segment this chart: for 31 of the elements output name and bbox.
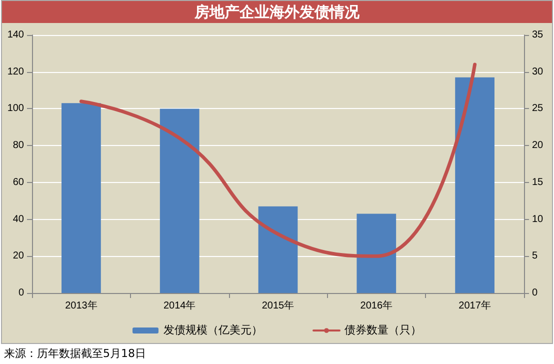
y-tick-label: 140 bbox=[7, 30, 24, 40]
y-tick-label: 40 bbox=[12, 214, 24, 225]
y-tick-label: 80 bbox=[12, 140, 24, 152]
y2-tick-label: 30 bbox=[532, 66, 544, 78]
y2-tick-label: 5 bbox=[532, 250, 538, 262]
y-tick-label: 100 bbox=[7, 103, 24, 114]
legend-label: 发债规模（亿美元） bbox=[164, 324, 262, 336]
x-tick-label: 2016年 bbox=[360, 300, 393, 312]
x-tick-label: 2014年 bbox=[163, 300, 196, 312]
bar bbox=[160, 108, 200, 293]
y-tick-label: 0 bbox=[18, 288, 24, 298]
x-tick-label: 2017年 bbox=[458, 300, 491, 312]
bar bbox=[356, 214, 396, 293]
bar bbox=[62, 103, 101, 293]
y2-tick-label: 25 bbox=[532, 103, 544, 114]
y2-tick-label: 15 bbox=[532, 176, 544, 188]
y2-tick-label: 10 bbox=[532, 214, 544, 225]
y2-tick-label: 0 bbox=[532, 288, 538, 298]
x-tick-label: 2013年 bbox=[65, 300, 98, 312]
x-tick-label: 2015年 bbox=[262, 300, 294, 312]
bar bbox=[455, 77, 494, 293]
y-tick-label: 20 bbox=[12, 250, 24, 262]
y2-tick-label: 35 bbox=[532, 30, 544, 40]
y2-tick-label: 20 bbox=[532, 140, 544, 152]
chart-title: 房地产企业海外发债情况 bbox=[2, 1, 552, 23]
line-series bbox=[79, 62, 477, 258]
bar bbox=[258, 206, 298, 293]
source-note: 来源：历年数据截至5月18日 bbox=[3, 346, 147, 362]
y-tick-label: 60 bbox=[12, 176, 24, 188]
legend-label: 债券数量（只） bbox=[344, 324, 422, 336]
y-tick-label: 120 bbox=[7, 66, 24, 78]
